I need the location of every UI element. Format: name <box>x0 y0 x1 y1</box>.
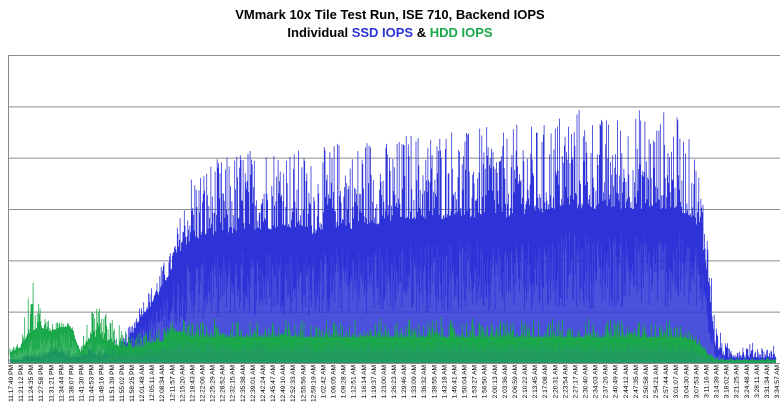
x-tick-label: 11:44:53 PM <box>89 365 96 402</box>
ssd-iops-series <box>9 110 777 363</box>
x-tick-label: 1:29:46 AM <box>401 365 408 398</box>
x-tick-label: 1:53:27 AM <box>472 365 479 398</box>
axis-layer <box>8 55 780 364</box>
x-tick-label: 12:22:06 AM <box>200 365 207 402</box>
x-tick-label: 1:39:55 AM <box>431 365 438 398</box>
x-tick-label: 12:05:11 AM <box>149 365 156 402</box>
x-tick-label: 11:55:02 PM <box>119 365 126 402</box>
x-tick-label: 1:09:28 AM <box>341 365 348 398</box>
x-tick-label: 11:17:49 PM <box>8 365 15 402</box>
x-tick-label: 3:21:25 AM <box>734 365 741 398</box>
x-tick-label: 1:12:51 AM <box>351 365 358 398</box>
x-tick-label: 11:27:58 PM <box>38 365 45 402</box>
x-tick-label: 1:43:18 AM <box>441 365 448 398</box>
x-tick-label: 12:18:43 AM <box>189 365 196 402</box>
x-tick-label: 1:36:32 AM <box>421 365 428 398</box>
x-tick-label: 12:08:34 AM <box>159 365 166 402</box>
x-tick-label: 2:27:17 AM <box>572 365 579 398</box>
ssd-legend-label: SSD IOPS <box>351 25 414 40</box>
x-tick-label: 2:44:12 AM <box>623 365 630 398</box>
x-tick-label: 2:03:36 AM <box>502 365 509 398</box>
x-tick-label: 3:24:48 AM <box>744 365 751 398</box>
x-tick-label: 11:58:25 PM <box>129 365 136 402</box>
x-tick-labels: 11:17:49 PM 11:21:12 PM 11:24:35 PM 11:27:5… <box>8 365 780 402</box>
x-tick-label: 12:39:01 AM <box>250 365 257 402</box>
x-tick-label: 11:48:16 PM <box>99 365 106 402</box>
x-tick-label: 12:15:20 AM <box>179 365 186 402</box>
x-tick-label: 12:55:56 AM <box>300 365 307 402</box>
x-tick-label: 1:16:14 AM <box>361 365 368 398</box>
subtitle-prefix: Individual <box>287 25 349 40</box>
x-tick-label: 2:20:31 AM <box>552 365 559 398</box>
x-tick-label: 11:31:21 PM <box>48 365 55 402</box>
x-tick-label: 2:50:58 AM <box>643 365 650 398</box>
x-tick-label: 2:54:21 AM <box>653 365 660 398</box>
x-tick-label: 1:56:50 AM <box>482 365 489 398</box>
x-tick-label: 11:41:30 PM <box>79 365 86 402</box>
chart-title: VMmark 10x Tile Test Run, ISE 710, Backe… <box>235 7 545 22</box>
x-tick-label: 3:34:57 AM <box>774 365 780 398</box>
x-tick-label: 3:04:30 AM <box>683 365 690 398</box>
x-tick-label: 1:46:41 AM <box>452 365 459 398</box>
x-tick-label: 1:33:09 AM <box>411 365 418 398</box>
x-tick-label: 2:06:59 AM <box>512 365 519 398</box>
x-tick-label: 1:23:00 AM <box>381 365 388 398</box>
x-tick-label: 1:26:23 AM <box>391 365 398 398</box>
x-tick-label: 2:17:08 AM <box>542 365 549 398</box>
x-tick-label: 2:13:45 AM <box>532 365 539 398</box>
hdd-legend-label: HDD IOPS <box>429 25 493 40</box>
x-tick-label: 2:23:54 AM <box>562 365 569 398</box>
x-tick-label: 11:24:35 PM <box>28 365 35 402</box>
x-tick-label: 2:37:26 AM <box>603 365 610 398</box>
x-tick-label: 12:52:33 AM <box>290 365 297 402</box>
chart-subtitle: Individual SSD IOPS & HDD IOPS <box>0 24 780 41</box>
x-tick-label: 3:28:11 AM <box>754 365 761 398</box>
x-tick-label: 11:38:07 PM <box>69 365 76 402</box>
x-tick-label: 2:10:22 AM <box>522 365 529 398</box>
x-tick-label: 11:21:12 PM <box>18 365 25 402</box>
x-tick-label: 2:00:13 AM <box>492 365 499 398</box>
x-tick-label: 3:01:07 AM <box>673 365 680 398</box>
x-tick-label: 12:59:19 AM <box>310 365 317 402</box>
x-tick-label: 12:35:38 AM <box>240 365 247 402</box>
x-tick-label: 1:02:42 AM <box>320 365 327 398</box>
series-layer <box>9 110 777 363</box>
x-tick-label: 2:40:49 AM <box>613 365 620 398</box>
x-tick-label: 2:30:40 AM <box>583 365 590 398</box>
x-tick-label: 3:14:39 AM <box>714 365 721 398</box>
x-tick-label: 12:45:47 AM <box>270 365 277 402</box>
x-tick-label: 1:50:04 AM <box>462 365 469 398</box>
hdd-iops-line <box>9 282 777 363</box>
x-tick-label: 12:11:57 AM <box>169 365 176 402</box>
x-tick-label: 3:11:16 AM <box>703 365 710 398</box>
x-tick-label: 12:32:15 AM <box>230 365 237 402</box>
x-tick-label: 2:34:03 AM <box>593 365 600 398</box>
x-tick-label: 3:07:53 AM <box>693 365 700 398</box>
x-tick-label: 12:25:29 AM <box>210 365 217 402</box>
x-tick-label: 2:47:35 AM <box>633 365 640 398</box>
x-tick-label: 11:51:39 PM <box>109 365 116 402</box>
x-tick-label: 12:42:24 AM <box>260 365 267 402</box>
x-tick-label: 3:18:02 AM <box>724 365 731 398</box>
subtitle-joiner: & <box>416 25 427 40</box>
x-tick-label: 11:34:44 PM <box>58 365 65 402</box>
x-tick-label: 1:19:37 AM <box>371 365 378 398</box>
x-tick-label: 2:57:44 AM <box>663 365 670 398</box>
hdd-iops-series <box>9 282 777 363</box>
x-tick-label: 3:31:34 AM <box>764 365 771 398</box>
x-tick-label: 12:49:10 AM <box>280 365 287 402</box>
x-tick-label: 1:06:05 AM <box>331 365 338 398</box>
x-tick-label: 12:01:48 AM <box>139 365 146 402</box>
x-tick-label: 12:28:52 AM <box>220 365 227 402</box>
